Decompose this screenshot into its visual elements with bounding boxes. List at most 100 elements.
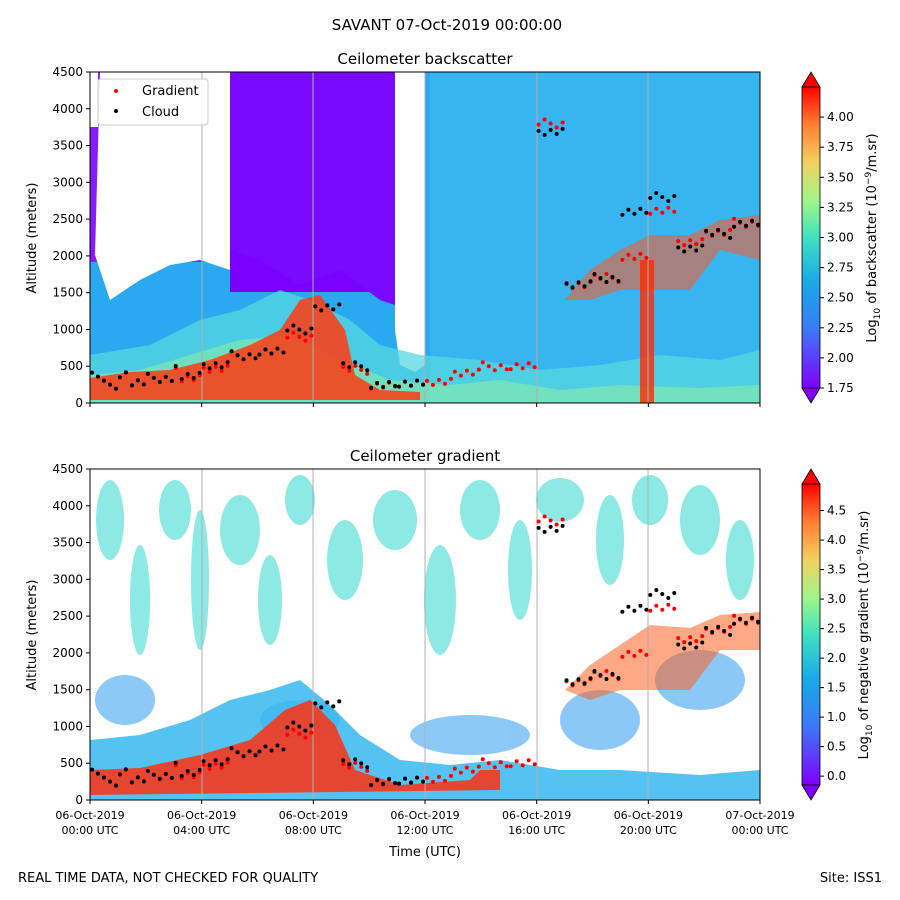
gradient-marker — [359, 764, 364, 769]
gradient-marker — [486, 364, 491, 369]
y-tick-label: 2500 — [52, 609, 83, 623]
cloud-marker — [700, 243, 705, 248]
cloud-marker — [95, 771, 100, 776]
cloud-marker — [257, 749, 262, 754]
gradient-marker — [297, 334, 302, 339]
cloud-marker — [616, 278, 621, 283]
gradient-marker — [486, 761, 491, 766]
gradient-marker — [207, 369, 212, 374]
cloud-marker — [387, 776, 392, 781]
cloud-marker — [241, 754, 246, 759]
gradient-marker — [430, 382, 435, 387]
cloud-marker — [421, 779, 426, 784]
cloud-marker — [716, 624, 721, 629]
colorbar-tick-label: 0.0 — [827, 769, 846, 783]
gradient-marker — [526, 361, 531, 366]
cloud-marker — [381, 384, 386, 389]
cloud-marker — [135, 775, 140, 780]
cloud-marker — [145, 768, 150, 773]
gradient-marker — [666, 205, 671, 210]
gradient-marker — [536, 519, 541, 524]
gradient-marker — [644, 255, 649, 260]
gradient-marker — [492, 765, 497, 770]
cloud-marker — [666, 199, 671, 204]
y-tick-label: 4500 — [52, 462, 83, 476]
gradient-marker — [436, 377, 441, 382]
cloud-marker — [319, 705, 324, 710]
cloud-marker — [644, 210, 649, 215]
gradient-title: Ceilometer gradient — [350, 447, 500, 465]
gradient-marker — [470, 769, 475, 774]
cloud-marker — [564, 678, 569, 683]
cloud-marker — [113, 386, 118, 391]
gradient-marker — [448, 773, 453, 778]
gradient-marker — [341, 761, 346, 766]
cloud-marker — [393, 383, 398, 388]
x-tick-time: 00:00 UTC — [61, 824, 118, 837]
cloud-marker — [219, 365, 224, 370]
cloud-marker — [722, 628, 727, 633]
cloud-marker — [536, 128, 541, 133]
gradient-marker — [604, 271, 609, 276]
gradient-marker — [365, 371, 370, 376]
cloud-marker — [319, 308, 324, 313]
x-tick-time: 08:00 UTC — [285, 824, 342, 837]
gradient-marker — [654, 206, 659, 211]
cloud-marker — [123, 767, 128, 772]
gradient-marker — [347, 765, 352, 770]
cloud-marker — [129, 383, 134, 388]
site-label: Site: ISS1 — [820, 871, 882, 886]
cloud-marker — [542, 529, 547, 534]
x-tick-date: 06-Oct-2019 — [55, 809, 124, 822]
cloud-marker — [325, 700, 330, 705]
cloud-marker — [253, 753, 258, 758]
cloud-marker — [756, 222, 760, 227]
backscatter-purple-fringe — [230, 72, 410, 310]
gradient-marker — [353, 363, 358, 368]
suptitle: SAVANT 07-Oct-2019 00:00:00 — [332, 16, 562, 34]
colorbar-tick-label: 3.00 — [827, 231, 854, 245]
gradient-marker — [676, 636, 681, 641]
x-tick-date: 06-Oct-2019 — [390, 809, 459, 822]
cloud-marker — [604, 676, 609, 681]
gradient-marker — [548, 518, 553, 523]
cloud-marker — [179, 377, 184, 382]
cloud-marker — [682, 249, 687, 254]
gradient-marker — [554, 522, 559, 527]
gradient-marker — [660, 210, 665, 215]
cloud-marker — [403, 776, 408, 781]
gradient-markers — [90, 514, 760, 788]
cloud-marker — [247, 749, 252, 754]
cloud-marker — [297, 327, 302, 332]
colorbar-tick-label: 2.25 — [827, 321, 854, 335]
cloud-marker — [101, 775, 106, 780]
colorbar-tick-label: 0.5 — [827, 740, 846, 754]
gradient-marker — [638, 251, 643, 256]
gradient-marker — [225, 363, 230, 368]
cloud-marker — [632, 608, 637, 613]
x-axis-label: Time (UTC) — [388, 845, 461, 860]
cloud-marker — [201, 362, 206, 367]
colorbar-tick-label: 3.0 — [827, 592, 846, 606]
backscatter-title: Ceilometer backscatter — [337, 50, 513, 68]
cloud-marker — [107, 382, 112, 387]
cloud-marker — [415, 775, 420, 780]
cloud-marker — [626, 604, 631, 609]
gradient-marker — [309, 333, 314, 338]
cloud-marker — [732, 621, 737, 626]
cloud-marker — [570, 682, 575, 687]
gradient-marker — [504, 367, 509, 372]
gradient-marker — [728, 227, 733, 232]
cloud-marker — [750, 615, 755, 620]
colorbar-tick-label: 4.00 — [827, 110, 854, 124]
cloud-marker — [660, 592, 665, 597]
gradient-marker — [303, 338, 308, 343]
cloud-marker — [129, 780, 134, 785]
gradient-marker — [604, 668, 609, 673]
y-tick-label: 1500 — [52, 286, 83, 300]
cloud-marker — [415, 378, 420, 383]
cloud-marker — [263, 347, 268, 352]
gradient-marker — [632, 653, 637, 658]
cloud-marker — [588, 676, 593, 681]
cloud-marker — [173, 761, 178, 766]
